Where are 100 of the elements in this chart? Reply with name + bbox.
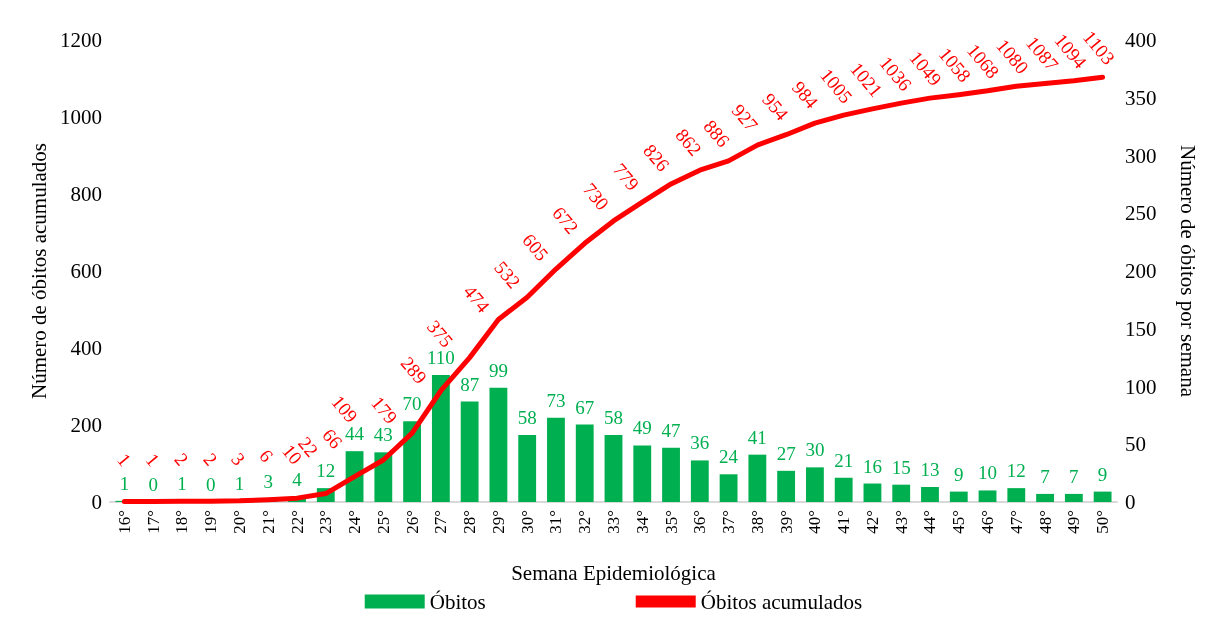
- x-tick-label: 47°: [1006, 510, 1026, 534]
- bar: [777, 470, 796, 502]
- data-label: 30: [805, 439, 825, 461]
- x-tick-label: 42°: [862, 510, 882, 534]
- x-tick-label: 33°: [604, 510, 623, 534]
- x-tick-label: 32°: [575, 510, 595, 534]
- x-tick-label: 26°: [402, 510, 422, 534]
- data-label: 7: [1069, 465, 1079, 487]
- bar: [748, 454, 767, 502]
- data-label: 41: [747, 426, 767, 448]
- bar: [575, 424, 594, 502]
- x-tick-label: 46°: [978, 510, 998, 534]
- bar: [921, 486, 939, 502]
- data-label: 4: [292, 469, 303, 491]
- data-label: 24: [719, 446, 739, 468]
- y2-tick-label: 300: [1125, 143, 1157, 168]
- data-label: 87: [460, 373, 480, 395]
- x-tick-label: 25°: [373, 510, 393, 534]
- x-tick-label: 17°: [143, 510, 163, 534]
- data-label: 1: [119, 472, 130, 494]
- bar: [431, 374, 450, 502]
- data-label: 0: [205, 474, 216, 495]
- y-tick-label: 600: [70, 259, 102, 283]
- data-label: 0: [148, 474, 158, 495]
- bar: [460, 401, 479, 502]
- x-tick-label: 23°: [316, 510, 336, 534]
- data-label: 21: [834, 449, 854, 471]
- data-label: 58: [517, 407, 537, 429]
- x-tick-label: 36°: [690, 510, 710, 534]
- data-label: 1: [234, 472, 245, 494]
- x-tick-label: 35°: [661, 510, 681, 534]
- bar: [403, 421, 422, 502]
- x-tick-label: 22°: [287, 510, 307, 534]
- data-label: 1: [113, 449, 136, 470]
- y-axis-title: Número de óbitos acumulados: [26, 142, 51, 400]
- x-axis-title: Semana Epidemiológica: [511, 560, 717, 585]
- data-label: 49: [632, 417, 652, 439]
- data-label: 2: [199, 448, 222, 470]
- bar: [1007, 488, 1026, 502]
- x-tick-label: 19°: [201, 510, 221, 534]
- data-label: 70: [402, 393, 422, 415]
- x-tick-label: 21°: [258, 510, 278, 534]
- y-tick-label: 400: [70, 336, 102, 360]
- bar: [978, 490, 997, 502]
- data-label: 15: [891, 456, 911, 478]
- bar: [892, 484, 911, 502]
- bar: [604, 435, 623, 502]
- x-tick-label: 43°: [891, 510, 911, 534]
- y2-tick-label: 0: [1125, 490, 1136, 514]
- data-label: 3: [227, 448, 250, 470]
- bar: [949, 491, 968, 502]
- x-tick-label: 20°: [229, 510, 249, 534]
- x-tick-label: 18°: [172, 510, 192, 534]
- x-tick-label: 40°: [805, 510, 825, 534]
- y-tick-label: 1200: [60, 28, 102, 52]
- bar: [1036, 493, 1054, 502]
- data-label: 7: [1040, 465, 1050, 487]
- x-tick-label: 39°: [776, 510, 796, 534]
- y2-tick-label: 150: [1125, 316, 1157, 341]
- bar: [662, 447, 680, 502]
- y2-tick-label: 250: [1125, 201, 1157, 226]
- x-tick-label: 27°: [431, 510, 451, 534]
- bar: [719, 474, 738, 502]
- x-tick-label: 24°: [345, 510, 365, 534]
- data-label: 6: [255, 445, 278, 467]
- x-tick-label: 44°: [920, 510, 940, 534]
- x-tick-label: 31°: [546, 510, 566, 534]
- x-tick-label: 48°: [1035, 510, 1055, 534]
- y-tick-label: 200: [70, 413, 102, 437]
- x-tick-label: 28°: [460, 510, 480, 534]
- bar: [834, 477, 853, 502]
- x-tick-label: 30°: [517, 510, 537, 534]
- y-tick-label: 1000: [60, 105, 102, 129]
- x-tick-label: 29°: [488, 510, 508, 534]
- x-tick-label: 45°: [949, 510, 969, 534]
- data-label: 3: [263, 470, 273, 492]
- bar: [863, 483, 882, 502]
- x-tick-label: 16°: [114, 510, 134, 534]
- bar: [1093, 491, 1112, 502]
- x-tick-label: 41°: [834, 510, 854, 534]
- data-label: 36: [690, 432, 710, 454]
- bar: [805, 467, 824, 502]
- data-label: 58: [604, 407, 623, 429]
- data-label: 73: [546, 389, 566, 411]
- x-tick-label: 50°: [1093, 510, 1113, 534]
- bar: [633, 445, 652, 502]
- data-label: 12: [1006, 460, 1026, 482]
- data-label: 1: [141, 449, 164, 470]
- data-label: 13: [920, 458, 940, 480]
- x-tick-label: 38°: [747, 510, 767, 534]
- y2-tick-label: 100: [1125, 374, 1157, 399]
- x-tick-label: 37°: [719, 510, 739, 534]
- y2-tick-label: 400: [1125, 28, 1157, 52]
- data-label: 9: [954, 463, 964, 485]
- data-label: 27: [776, 442, 796, 464]
- bar: [547, 417, 565, 502]
- bar: [1064, 493, 1083, 502]
- data-label: 99: [488, 359, 508, 381]
- y2-tick-label: 200: [1125, 259, 1157, 283]
- legend-label: Óbitos: [429, 589, 486, 614]
